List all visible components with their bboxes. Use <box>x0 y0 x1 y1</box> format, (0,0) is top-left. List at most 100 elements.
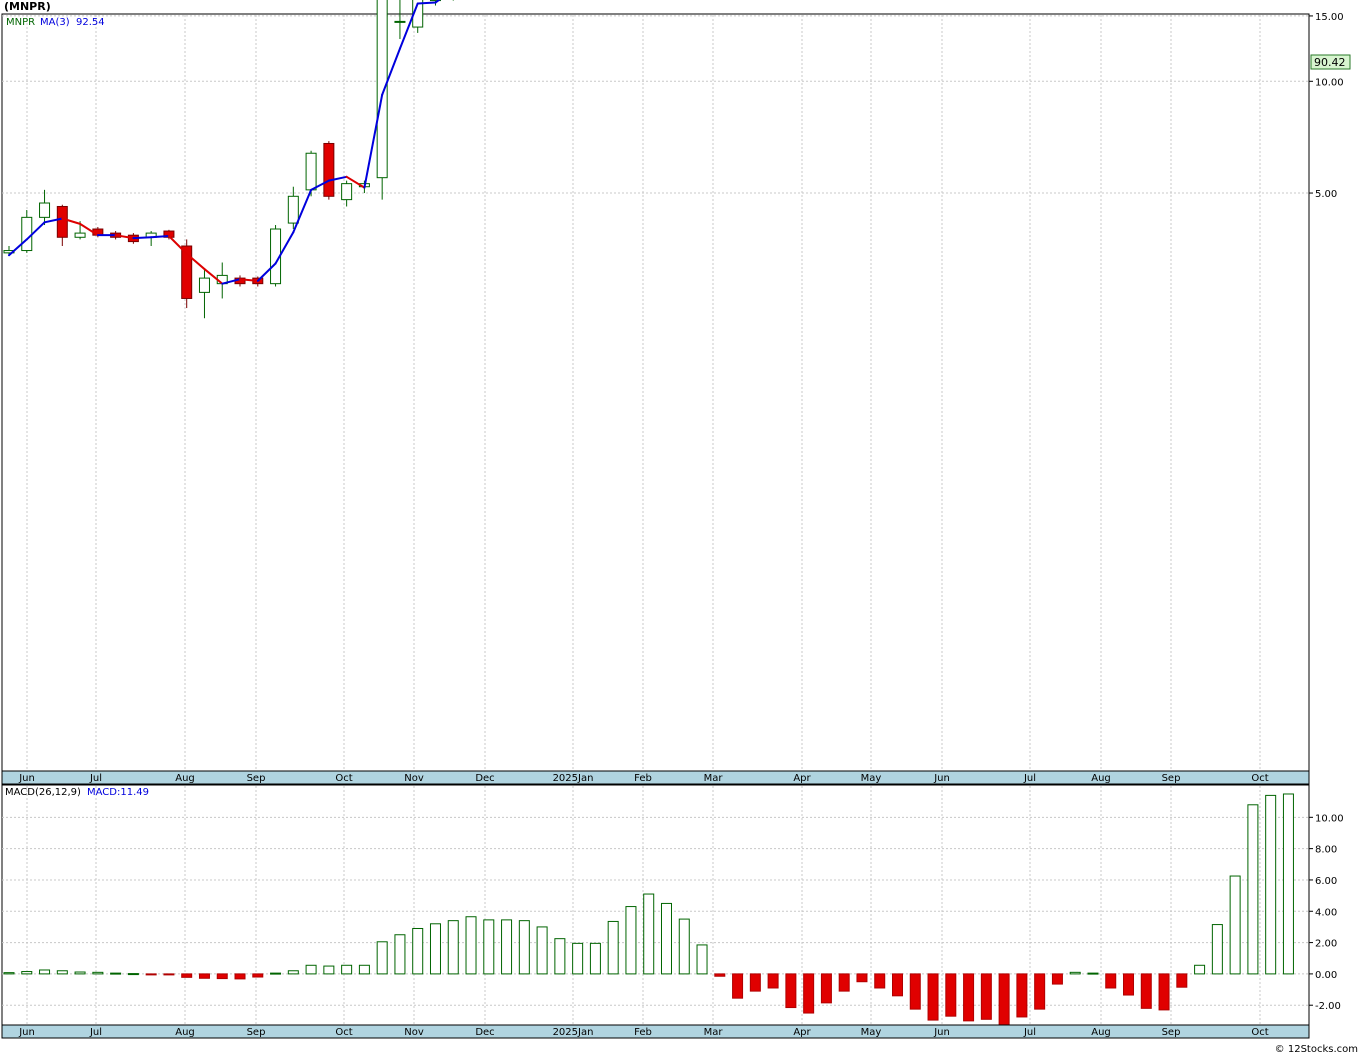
macd-bar <box>234 973 246 980</box>
macd-bar <box>1140 973 1152 1009</box>
price-y-axis: 105.0095.0085.0075.0065.0060.0055.0050.0… <box>1309 12 1344 200</box>
macd-bar <box>56 970 68 975</box>
legend-ma-value: 92.54 <box>76 17 105 28</box>
macd-x-label: Mar <box>704 1027 724 1038</box>
candle <box>39 189 51 226</box>
price-x-label: Apr <box>793 773 811 784</box>
chart-title: (MNPR) <box>4 0 51 13</box>
candle <box>198 270 210 319</box>
price-x-label: Sep <box>247 773 266 784</box>
price-x-label: Sep <box>1162 773 1181 784</box>
macd-bar <box>803 973 815 1014</box>
macd-x-label: Aug <box>175 1027 195 1038</box>
ma3-segment <box>132 236 153 240</box>
ma3-segment <box>292 188 313 234</box>
ma3-segment <box>221 278 242 285</box>
price-tick-label: 15.00 <box>1315 12 1344 23</box>
macd-bar <box>305 964 317 975</box>
macd-bar <box>198 973 210 979</box>
macd-tick-label: 10.00 <box>1315 813 1344 824</box>
ma3-line <box>8 0 441 285</box>
ma3-segment <box>61 217 82 225</box>
ma3-segment <box>398 2 419 50</box>
price-x-label: Oct <box>335 773 352 784</box>
macd-bar <box>501 919 513 975</box>
candle <box>452 0 454 1</box>
macd-tick-label: 6.00 <box>1315 876 1337 887</box>
site-credit: © 12Stocks.com <box>1275 1044 1358 1055</box>
candle-body <box>376 0 388 179</box>
macd-bar <box>181 973 193 978</box>
macd-tick-label: 4.00 <box>1315 907 1337 918</box>
candle <box>376 0 388 200</box>
macd-bar <box>341 964 353 975</box>
candle-body <box>323 142 335 197</box>
macd-x-label: Jun <box>18 1027 35 1038</box>
ma3-segment <box>434 0 441 4</box>
macd-panel <box>1 784 1310 1026</box>
candle <box>394 0 406 40</box>
price-x-grid <box>26 15 1261 770</box>
macd-bar <box>892 973 903 997</box>
legend-ma: MA(3) <box>40 17 70 28</box>
macd-bar <box>1034 973 1046 1010</box>
macd-bar <box>358 964 370 975</box>
macd-bar <box>927 973 939 1021</box>
macd-x-label: Aug <box>1091 1027 1111 1038</box>
macd-bar <box>838 973 850 992</box>
macd-bar <box>518 920 530 975</box>
candle <box>412 0 424 33</box>
macd-tick-label: 0.00 <box>1315 970 1337 981</box>
macd-x-label: Apr <box>793 1027 811 1038</box>
ma3-segment <box>203 268 224 285</box>
macd-bar <box>909 973 921 1010</box>
macd-bar <box>447 920 459 975</box>
candle <box>287 186 299 230</box>
macd-bar <box>643 893 655 975</box>
macd-bar <box>678 918 690 975</box>
ma3-segment <box>79 222 99 237</box>
macd-bar <box>127 973 139 976</box>
macd-legend-value: MACD:11.49 <box>87 787 149 798</box>
macd-bar <box>732 973 744 999</box>
macd-bar <box>394 934 406 975</box>
macd-bar <box>785 973 797 1009</box>
macd-bar <box>1158 973 1170 1011</box>
price-tick-label: 5.00 <box>1315 189 1337 200</box>
ma3-segment <box>8 238 28 257</box>
macd-bar <box>572 942 584 975</box>
macd-bar <box>483 919 495 975</box>
last-price-label: 90.42 <box>1314 56 1346 69</box>
macd-histogram <box>3 793 1294 1028</box>
macd-bar <box>1087 972 1099 975</box>
macd-x-label: Oct <box>335 1027 352 1038</box>
macd-bar <box>412 927 424 975</box>
ma3-segment <box>416 1 437 5</box>
macd-bar <box>1247 804 1259 975</box>
ma3-segment <box>114 234 135 240</box>
price-x-label: Jun <box>933 773 950 784</box>
macd-bar <box>252 973 264 978</box>
macd-tick-label: 2.00 <box>1315 939 1337 950</box>
macd-bar <box>589 942 601 975</box>
macd-bar <box>874 973 886 989</box>
candle <box>56 204 68 247</box>
macd-x-label: May <box>861 1027 882 1038</box>
macd-x-label: Dec <box>475 1027 494 1038</box>
macd-bar <box>660 902 672 975</box>
macd-x-label: Jun <box>933 1027 950 1038</box>
macd-x-axis: Jun Jul Aug Sep Oct Nov Dec 2025Jan Feb Mar Apr May… <box>18 1027 1269 1038</box>
macd-bar <box>945 973 957 1017</box>
ma3-segment <box>274 231 295 265</box>
price-x-label: Mar <box>704 773 724 784</box>
macd-bar <box>74 971 86 975</box>
macd-bar <box>554 938 566 975</box>
macd-bar <box>1282 793 1294 975</box>
macd-x-label: 2025Jan <box>553 1027 594 1038</box>
macd-bar <box>749 973 761 992</box>
candle-body <box>394 20 406 23</box>
candle-body <box>74 232 86 238</box>
price-x-label: May <box>861 773 882 784</box>
macd-bar <box>270 972 282 975</box>
macd-bar <box>376 941 388 975</box>
